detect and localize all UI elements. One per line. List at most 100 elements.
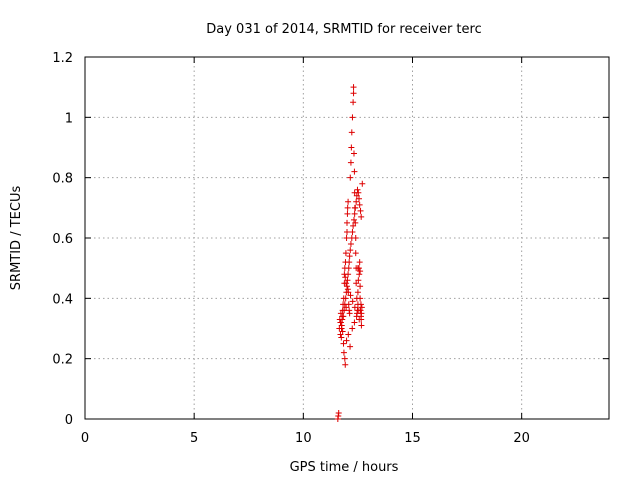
data-point: [353, 198, 360, 205]
data-point: [351, 304, 358, 311]
data-point: [349, 228, 356, 235]
data-point: [355, 307, 362, 314]
data-point: [351, 210, 358, 217]
y-tick-label: 0.4: [52, 292, 73, 307]
data-point: [350, 150, 357, 157]
data-point: [339, 316, 346, 323]
data-point: [357, 295, 364, 302]
data-point: [352, 204, 359, 211]
data-point: [341, 355, 348, 362]
data-point: [342, 295, 349, 302]
data-point: [337, 310, 344, 317]
y-tick-label: 0.8: [52, 172, 73, 187]
data-point: [346, 253, 353, 260]
data-point: [345, 265, 352, 272]
data-point: [337, 319, 344, 326]
data-point: [354, 186, 361, 193]
data-point: [353, 192, 360, 199]
data-point: [349, 298, 356, 305]
data-point: [345, 271, 352, 278]
data-point: [350, 99, 357, 106]
x-tick-label: 0: [81, 431, 89, 446]
data-point: [350, 90, 357, 97]
data-point: [348, 129, 355, 136]
data-points: [334, 84, 366, 422]
data-point: [349, 325, 356, 332]
data-point: [356, 271, 363, 278]
data-point: [353, 313, 360, 320]
data-point: [351, 168, 358, 175]
data-point: [344, 283, 350, 290]
data-point: [342, 361, 349, 368]
data-point: [352, 250, 359, 257]
x-tick-label: 5: [190, 431, 198, 446]
data-point: [356, 259, 363, 266]
x-axis-label: GPS time / hours: [290, 460, 399, 475]
data-point: [350, 222, 357, 229]
data-point: [355, 277, 362, 284]
x-tick-label: 15: [404, 431, 421, 446]
data-point: [349, 114, 356, 121]
data-point: [344, 204, 351, 211]
data-point: [343, 289, 350, 296]
data-point: [343, 304, 350, 311]
data-point: [338, 334, 345, 341]
data-point: [341, 307, 348, 314]
y-axis-label: SRMTID / TECUs: [9, 186, 24, 291]
data-point: [355, 189, 362, 196]
data-point: [350, 84, 357, 91]
data-point: [348, 235, 355, 241]
data-point: [352, 219, 359, 226]
data-point: [346, 310, 353, 317]
data-point: [357, 301, 364, 308]
data-point: [343, 337, 350, 344]
data-point: [343, 280, 350, 287]
y-tick-label: 0: [65, 413, 73, 428]
data-point: [357, 207, 364, 214]
data-point: [344, 210, 351, 217]
data-point: [358, 322, 365, 329]
data-point: [347, 343, 354, 350]
data-point: [342, 250, 349, 257]
data-point: [347, 159, 354, 166]
data-point: [344, 277, 351, 284]
data-point: [347, 241, 354, 248]
data-point: [354, 289, 361, 296]
data-point: [356, 316, 363, 323]
data-point: [338, 325, 345, 332]
y-tick-label: 0.6: [52, 232, 73, 247]
y-tick-label: 1: [65, 111, 73, 126]
data-point: [347, 247, 354, 254]
y-tick-label: 0.2: [52, 353, 73, 368]
y-tick-label: 1.2: [52, 51, 73, 66]
data-point: [342, 274, 349, 281]
data-point: [351, 319, 358, 326]
data-point: [358, 213, 365, 220]
data-point: [344, 286, 351, 293]
data-point: [337, 331, 344, 338]
data-point: [348, 144, 355, 151]
data-point: [343, 235, 350, 241]
data-point: [339, 328, 346, 335]
data-point: [345, 331, 352, 338]
data-point: [350, 216, 357, 223]
data-point: [341, 301, 348, 308]
data-point: [357, 283, 364, 290]
data-point: [358, 304, 365, 311]
data-point: [359, 180, 366, 187]
chart-title: Day 031 of 2014, SRMTID for receiver ter…: [206, 22, 481, 37]
data-point: [346, 259, 353, 266]
data-point: [340, 340, 347, 347]
data-point: [354, 265, 361, 272]
data-point: [340, 349, 347, 356]
data-point: [347, 292, 354, 299]
data-point: [344, 219, 350, 226]
data-point: [356, 195, 363, 202]
data-point: [356, 201, 363, 208]
x-tick-label: 10: [295, 431, 312, 446]
data-point: [344, 228, 350, 235]
data-point: [335, 409, 342, 416]
data-point: [347, 174, 354, 181]
data-point: [345, 198, 352, 205]
